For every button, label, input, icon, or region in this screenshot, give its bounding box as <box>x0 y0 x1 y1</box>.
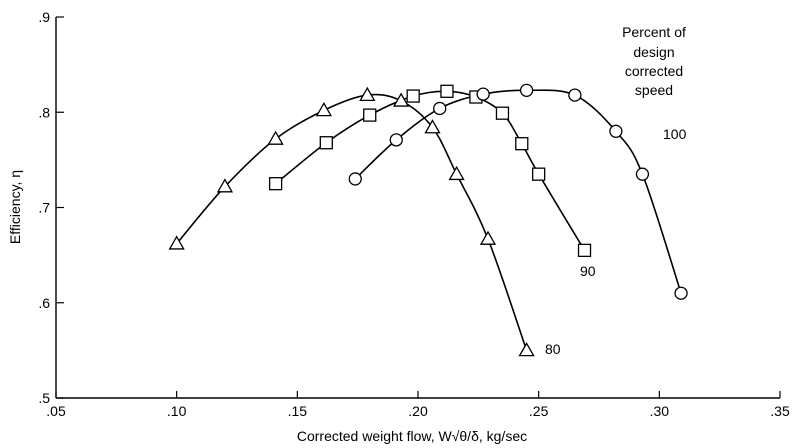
y-tick-label: .5 <box>38 390 50 406</box>
series-label-80: 80 <box>545 341 561 357</box>
curve-90 <box>275 90 586 251</box>
marker-triangle <box>216 178 234 193</box>
marker-triangle <box>518 342 535 357</box>
x-tick-label: .25 <box>529 403 549 419</box>
y-tick-label: .8 <box>38 104 50 120</box>
marker-circle <box>568 88 582 102</box>
x-tick-label: .10 <box>167 403 187 419</box>
legend-title-line: corrected <box>625 63 683 79</box>
x-tick-label: .15 <box>288 403 308 419</box>
legend-title-line: design <box>633 44 674 60</box>
x-tick-label: .20 <box>408 403 428 419</box>
marker-triangle <box>479 230 497 245</box>
series-label-90: 90 <box>580 263 596 279</box>
marker-circle <box>348 172 362 186</box>
axes: .05 .10 .15 .20 .25 .30 .35 .5 .6 .7 .8 .9 <box>38 9 790 419</box>
legend-title-line: Percent of <box>622 24 686 40</box>
marker-triangle <box>359 86 376 102</box>
marker-circle <box>635 167 650 181</box>
x-tick-label: .35 <box>770 403 790 419</box>
x-tick-label: .05 <box>46 403 66 419</box>
marker-circle <box>519 83 534 97</box>
marker-square <box>268 177 283 191</box>
marker-square <box>532 167 546 181</box>
marker-circle <box>389 133 403 147</box>
y-tick-label: .7 <box>38 200 50 216</box>
marker-triangle <box>267 130 284 145</box>
marker-square <box>495 106 510 120</box>
curve-100 <box>354 89 682 294</box>
marker-circle <box>433 101 447 116</box>
marker-triangle <box>315 102 333 117</box>
marker-square <box>440 84 454 98</box>
y-tick-label: .6 <box>38 295 50 311</box>
x-tick-label: .30 <box>650 403 670 419</box>
marker-square <box>577 243 592 258</box>
marker-triangle <box>424 119 441 134</box>
markers <box>168 83 688 357</box>
marker-square <box>319 136 333 150</box>
marker-triangle <box>392 92 410 107</box>
y-tick-label: .9 <box>38 9 50 25</box>
marker-triangle <box>448 165 465 181</box>
series-label-100: 100 <box>663 126 687 142</box>
marker-circle <box>609 124 623 138</box>
curve-80 <box>176 93 528 351</box>
marker-square <box>363 108 377 122</box>
marker-circle <box>476 87 490 101</box>
marker-square <box>406 89 420 103</box>
y-axis-label: Efficiency, η <box>7 170 23 244</box>
marker-triangle <box>168 235 185 250</box>
legend-title: Percent of design corrected speed <box>622 24 686 98</box>
legend-title-line: speed <box>635 82 673 98</box>
marker-square <box>515 137 529 151</box>
x-axis-label: Corrected weight flow, W√θ/δ, kg/sec <box>297 428 527 444</box>
marker-circle <box>674 286 688 300</box>
